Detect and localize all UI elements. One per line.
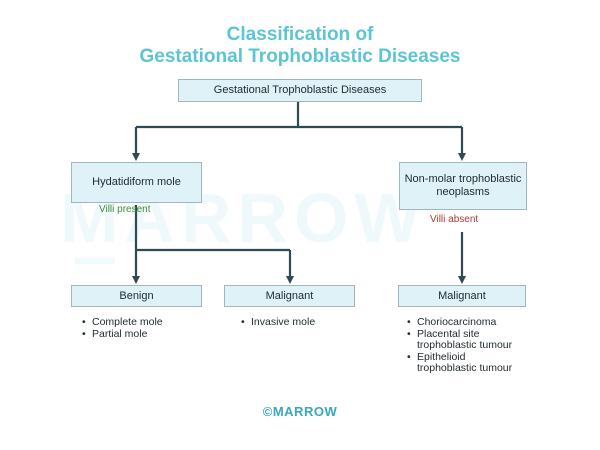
- node-root: Gestational Trophoblastic Diseases: [178, 79, 422, 102]
- footer-logo: ©MARROW: [262, 404, 338, 419]
- node-malignant-mole: Malignant: [224, 285, 355, 307]
- list-item: Partial mole: [80, 328, 200, 341]
- title-line-1: Classification of: [226, 24, 374, 45]
- title-line-2: Gestational Trophoblastic Diseases: [139, 46, 461, 67]
- node-non-molar-neoplasms: Non-molar trophoblastic neoplasms: [399, 162, 527, 210]
- list-item: Choriocarcinoma: [405, 316, 515, 329]
- benign-list: Complete mole Partial mole: [80, 316, 200, 341]
- node-hydatidiform-mole: Hydatidiform mole: [71, 162, 202, 203]
- villi-present-note: Villi present: [99, 204, 151, 215]
- node-malignant-neoplasm: Malignant: [398, 285, 526, 307]
- villi-absent-note: Villi absent: [430, 214, 479, 225]
- list-item: Complete mole: [80, 316, 200, 329]
- list-item: Invasive mole: [239, 316, 359, 329]
- malignant-neoplasm-list: Choriocarcinoma Placental site trophobla…: [405, 316, 515, 375]
- node-benign: Benign: [71, 285, 202, 307]
- list-item: Placental site trophoblastic tumour: [405, 328, 515, 352]
- watermark-underline: [75, 258, 115, 264]
- diagram-title: Classification of Gestational Trophoblas…: [0, 24, 600, 68]
- list-item: Epithelioid trophoblastic tumour: [405, 351, 515, 375]
- malignant-mole-list: Invasive mole: [239, 316, 359, 329]
